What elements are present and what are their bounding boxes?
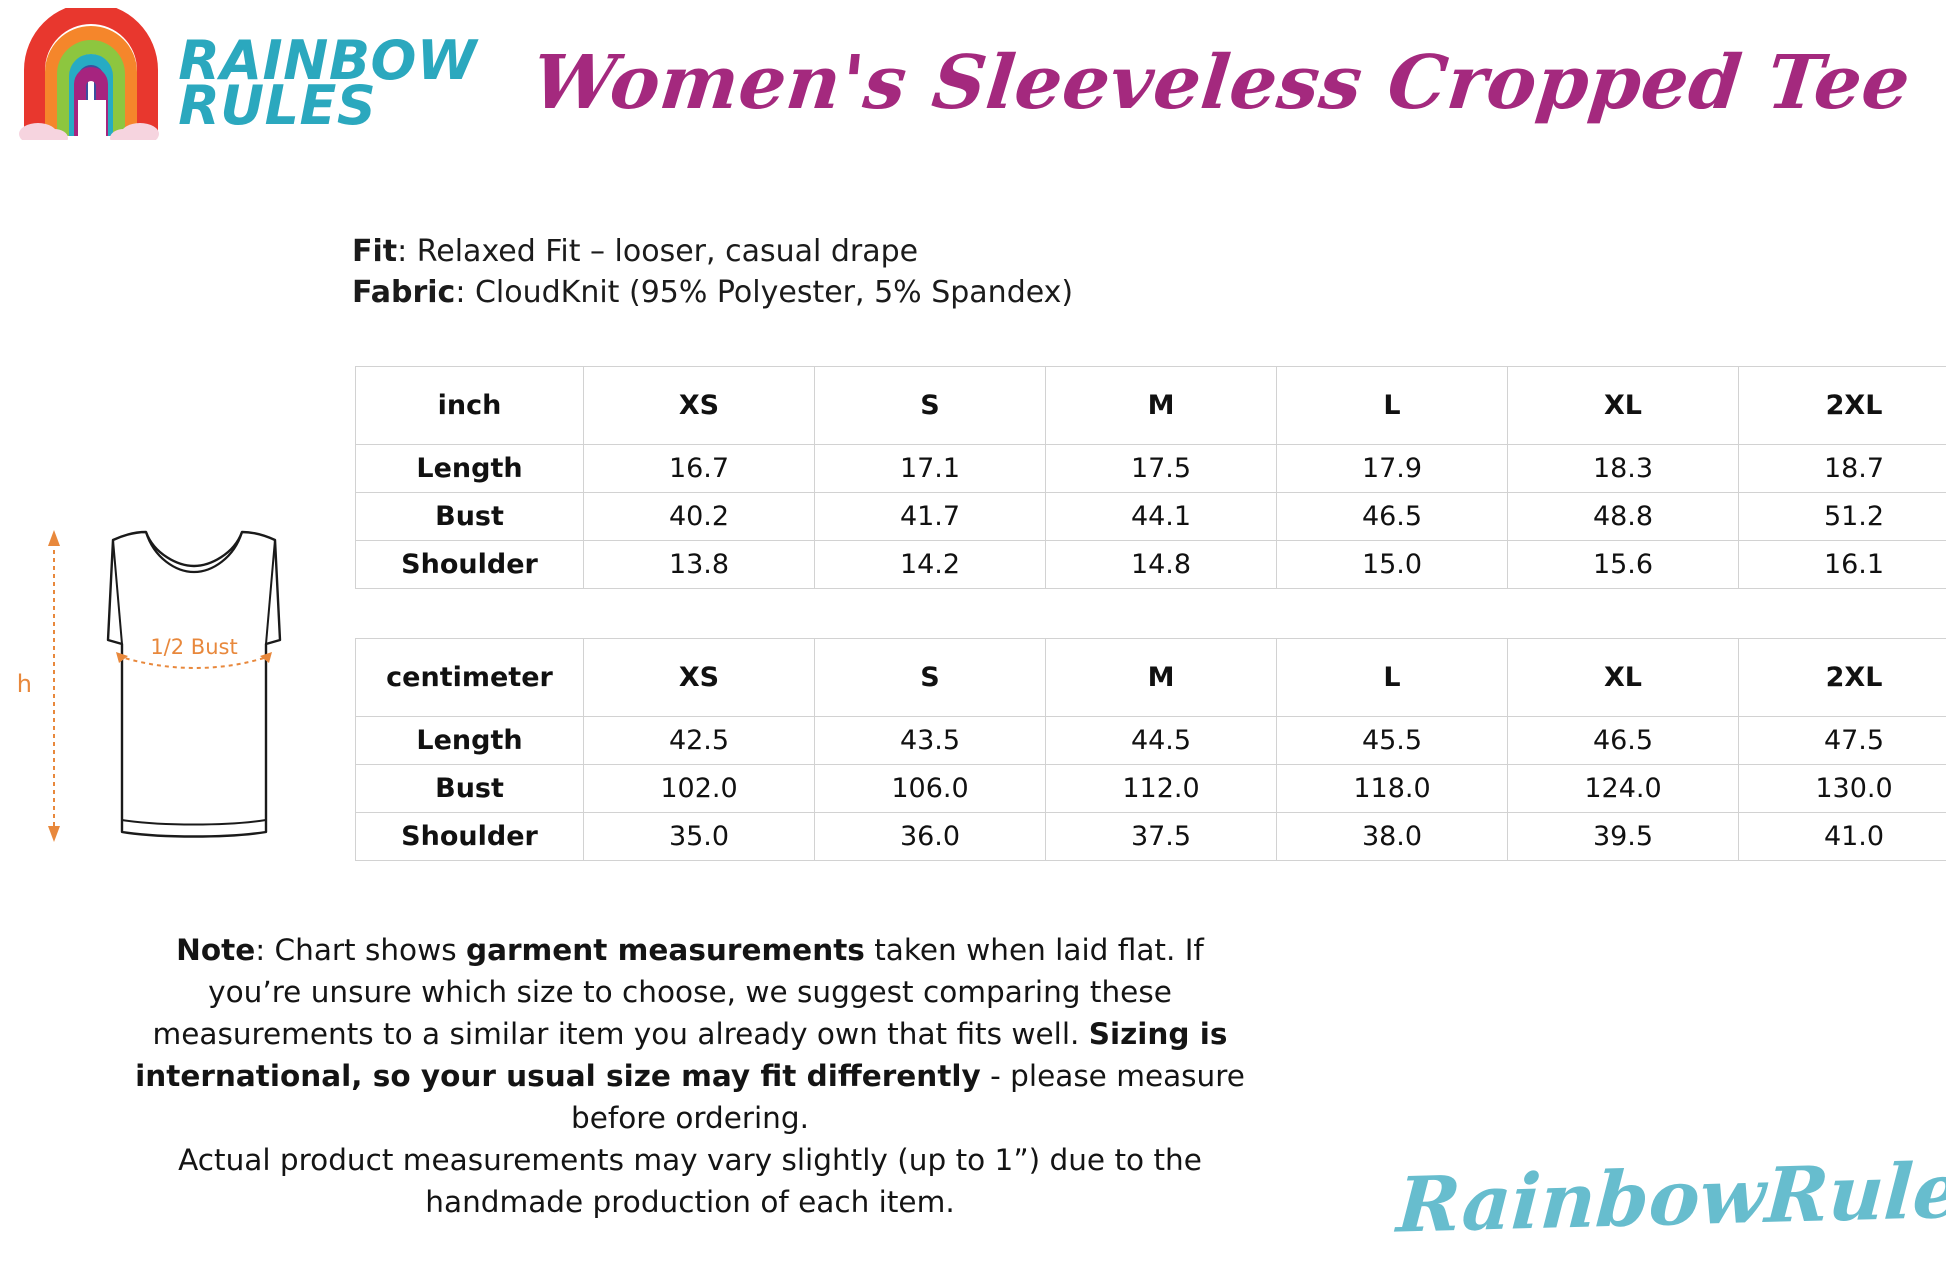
cell-value: 124.0 <box>1507 764 1739 813</box>
column-header-xl: XL <box>1507 638 1739 717</box>
cell-value: 41.0 <box>1738 812 1946 861</box>
fit-label: Fit <box>352 234 398 269</box>
cell-value: 47.5 <box>1738 716 1946 765</box>
fabric-line: Fabric: CloudKnit (95% Polyester, 5% Spa… <box>352 273 1073 314</box>
cell-value: 35.0 <box>583 812 815 861</box>
cell-value: 43.5 <box>814 716 1046 765</box>
column-header-l: L <box>1276 366 1508 445</box>
cell-value: 14.2 <box>814 540 1046 589</box>
fabric-value: : CloudKnit (95% Polyester, 5% Spandex) <box>455 274 1074 310</box>
fit-value: : Relaxed Fit – looser, casual drape <box>397 234 919 269</box>
row-label: Bust <box>355 492 584 541</box>
row-label: Bust <box>355 764 584 813</box>
length-measure-label: Length <box>18 670 32 698</box>
table-header-row: centimeter XS S M L XL 2XL <box>355 638 1946 717</box>
cell-value: 102.0 <box>583 764 815 813</box>
cell-value: 13.8 <box>583 540 815 589</box>
cell-value: 106.0 <box>814 764 1046 813</box>
note-text-1: : Chart shows <box>255 933 466 967</box>
column-header-xs: XS <box>583 366 815 445</box>
cell-value: 39.5 <box>1507 812 1739 861</box>
column-header-2xl: 2XL <box>1738 638 1946 717</box>
brand-wordmark: RAINBOW RULES <box>178 29 477 137</box>
footer-website-signature: RainbowRules.com <box>1394 1139 1946 1250</box>
size-table-inch: inch XS S M L XL 2XL Length 16.7 17.1 17… <box>355 366 1946 589</box>
cell-value: 16.7 <box>583 444 815 493</box>
cell-value: 17.5 <box>1045 444 1277 493</box>
cell-value: 41.7 <box>814 492 1046 541</box>
note-label: Note <box>176 933 256 967</box>
cell-value: 42.5 <box>583 716 815 765</box>
cell-value: 46.5 <box>1276 492 1508 541</box>
table-row: Length 42.5 43.5 44.5 45.5 46.5 47.5 <box>355 716 1946 765</box>
bust-measure-label: 1/2 Bust <box>150 635 237 659</box>
column-header-s: S <box>814 366 1046 445</box>
size-table-centimeter: centimeter XS S M L XL 2XL Length 42.5 4… <box>355 638 1946 861</box>
cell-value: 46.5 <box>1507 716 1739 765</box>
table-header-row: inch XS S M L XL 2XL <box>355 366 1946 445</box>
page-title: Women's Sleeveless Cropped Tee <box>528 39 1915 126</box>
row-label: Shoulder <box>355 812 584 861</box>
cell-value: 38.0 <box>1276 812 1508 861</box>
column-header-m: M <box>1045 638 1277 717</box>
cell-value: 15.6 <box>1507 540 1739 589</box>
rainbow-arch-logo-icon <box>19 7 164 155</box>
note-text-3: - please measure before ordering. <box>571 1058 1245 1135</box>
cell-value: 51.2 <box>1738 492 1946 541</box>
table-row: Length 16.7 17.1 17.5 17.9 18.3 18.7 <box>355 444 1946 493</box>
unit-header: centimeter <box>355 638 584 717</box>
unit-header: inch <box>355 366 584 445</box>
table-row: Bust 102.0 106.0 112.0 118.0 124.0 130.0 <box>355 764 1946 813</box>
column-header-l: L <box>1276 638 1508 717</box>
cell-value: 17.9 <box>1276 444 1508 493</box>
cell-value: 130.0 <box>1738 764 1946 813</box>
wordmark-rainbow: RAINBOW <box>178 29 477 93</box>
table-row: Shoulder 35.0 36.0 37.5 38.0 39.5 41.0 <box>355 812 1946 861</box>
cell-value: 45.5 <box>1276 716 1508 765</box>
row-label: Length <box>355 716 584 765</box>
cell-value: 40.2 <box>583 492 815 541</box>
cell-value: 48.8 <box>1507 492 1739 541</box>
wordmark-rules: RULES <box>178 73 377 137</box>
note-paragraph: Note: Chart shows garment measurements t… <box>125 930 1255 1139</box>
table-row: Shoulder 13.8 14.2 14.8 15.0 15.6 16.1 <box>355 540 1946 589</box>
row-label: Length <box>355 444 584 493</box>
cell-value: 17.1 <box>814 444 1046 493</box>
product-details: Fit: Relaxed Fit – looser, casual drape … <box>352 232 1073 314</box>
column-header-2xl: 2XL <box>1738 366 1946 445</box>
variance-paragraph: Actual product measurements may vary sli… <box>178 1143 1202 1219</box>
cell-value: 118.0 <box>1276 764 1508 813</box>
cell-value: 112.0 <box>1045 764 1277 813</box>
garment-measurement-diagram: 1/2 Bust Length <box>18 530 282 842</box>
cell-value: 44.1 <box>1045 492 1277 541</box>
cell-value: 16.1 <box>1738 540 1946 589</box>
note-bold-garment-measurements: garment measurements <box>465 933 865 967</box>
brand-lockup: RAINBOW RULES Women's Sleeveless Cropped… <box>16 7 1914 158</box>
cell-value: 14.8 <box>1045 540 1277 589</box>
cell-value: 15.0 <box>1276 540 1508 589</box>
cell-value: 44.5 <box>1045 716 1277 765</box>
page-header: RAINBOW RULES Women's Sleeveless Cropped… <box>0 0 1946 165</box>
cell-value: 37.5 <box>1045 812 1277 861</box>
fabric-label: Fabric <box>352 274 456 310</box>
cell-value: 36.0 <box>814 812 1046 861</box>
fit-line: Fit: Relaxed Fit – looser, casual drape <box>352 232 1073 273</box>
row-label: Shoulder <box>355 540 584 589</box>
cell-value: 18.3 <box>1507 444 1739 493</box>
note-bold-sizing-international: Sizing is international, so your usual s… <box>135 1016 1228 1093</box>
table-row: Bust 40.2 41.7 44.1 46.5 48.8 51.2 <box>355 492 1946 541</box>
column-header-m: M <box>1045 366 1277 445</box>
note-text-2: taken when laid flat. If you’re unsure w… <box>152 933 1204 1051</box>
column-header-xl: XL <box>1507 366 1739 445</box>
column-header-s: S <box>814 638 1046 717</box>
column-header-xs: XS <box>583 638 815 717</box>
cell-value: 18.7 <box>1738 444 1946 493</box>
